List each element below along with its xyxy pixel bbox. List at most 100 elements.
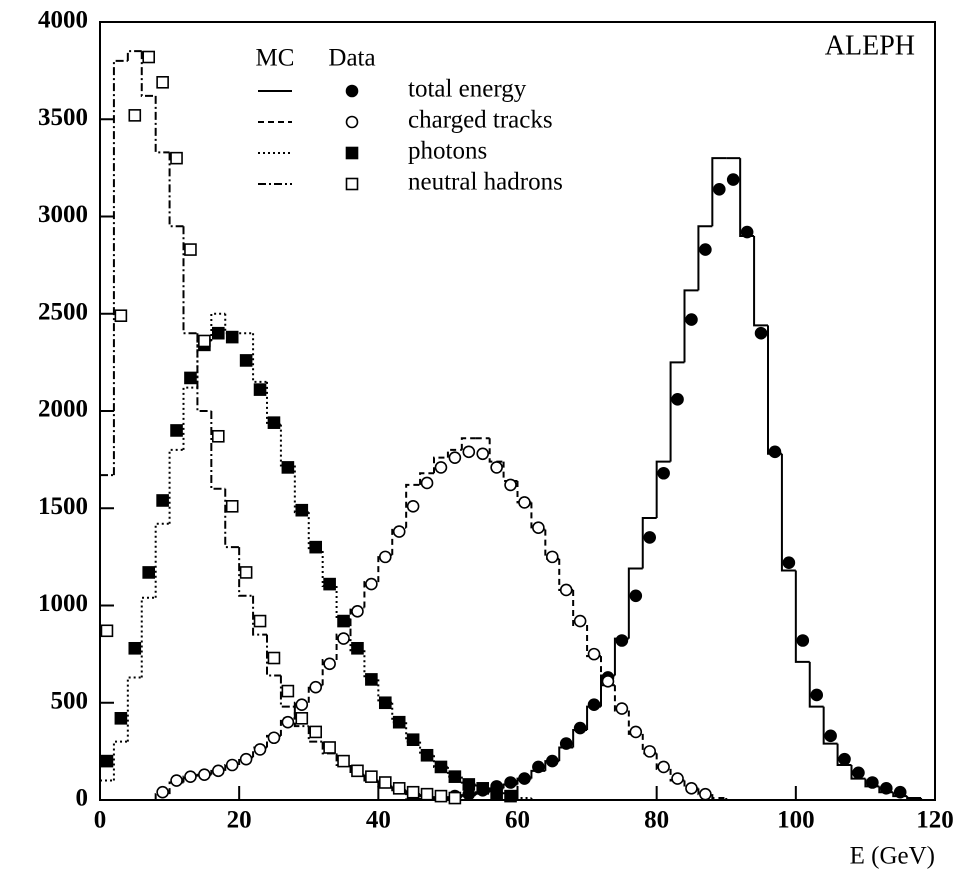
data-point xyxy=(211,764,225,778)
data-point xyxy=(142,566,156,579)
mc-histogram-step xyxy=(238,756,254,765)
legend-label: photons xyxy=(408,138,487,165)
data-point xyxy=(184,243,197,256)
data-point xyxy=(852,766,865,780)
mc-histogram-step xyxy=(112,59,128,476)
data-point xyxy=(824,729,837,743)
data-point xyxy=(100,754,114,768)
data-point xyxy=(142,50,156,64)
data-point xyxy=(211,326,225,340)
data-point xyxy=(267,651,281,665)
mc-histogram-step xyxy=(711,157,727,227)
data-point xyxy=(643,531,657,544)
data-point xyxy=(365,770,378,783)
data-point xyxy=(754,326,768,340)
mc-histogram-step xyxy=(279,424,295,467)
data-point xyxy=(239,752,253,766)
data-point xyxy=(309,725,323,739)
y-tick-label: 3500 xyxy=(38,104,88,131)
data-point xyxy=(587,647,601,661)
data-point xyxy=(128,109,142,122)
data-point xyxy=(337,754,350,768)
data-point xyxy=(782,556,796,570)
mc-histogram-step xyxy=(252,746,267,758)
legend-label: charged tracks xyxy=(408,107,553,134)
mc-histogram-step xyxy=(460,437,476,450)
data-point xyxy=(838,752,851,766)
mc-histogram-step xyxy=(168,152,184,228)
mc-histogram-step xyxy=(279,717,295,736)
y-tick-label: 1500 xyxy=(38,493,88,520)
data-point xyxy=(337,614,350,628)
mc-histogram-step xyxy=(154,95,170,154)
data-point xyxy=(392,782,406,795)
mc-histogram-step xyxy=(433,456,448,474)
mc-histogram-step xyxy=(196,333,212,412)
data-point xyxy=(671,772,684,785)
legend-header: Data xyxy=(328,45,375,72)
data-point xyxy=(712,182,726,196)
mc-histogram-step xyxy=(655,460,671,518)
data-point xyxy=(184,770,197,783)
mc-histogram-step xyxy=(405,722,421,743)
data-point xyxy=(295,503,309,517)
mc-histogram-step xyxy=(168,448,184,524)
data-point xyxy=(532,521,545,535)
x-tick-label: 0 xyxy=(94,807,107,834)
data-point xyxy=(740,225,754,239)
data-point xyxy=(198,334,211,348)
data-point xyxy=(545,550,559,564)
y-tick-label: 2500 xyxy=(38,298,88,325)
mc-histogram-step xyxy=(419,472,434,485)
mc-histogram-step xyxy=(906,796,922,800)
data-point xyxy=(309,540,323,554)
data-point xyxy=(879,782,893,795)
x-tick-label: 60 xyxy=(505,807,530,834)
data-point xyxy=(184,371,197,385)
data-point xyxy=(351,641,364,655)
mc-histogram-step xyxy=(516,796,532,800)
mc-histogram-step xyxy=(753,235,768,327)
data-point xyxy=(448,791,462,805)
mc-histogram-step xyxy=(697,225,713,291)
mc-histogram-step xyxy=(363,774,379,782)
mc-histogram-step xyxy=(405,790,421,796)
mc-histogram-step xyxy=(474,784,490,790)
mc-histogram-step xyxy=(405,483,421,528)
data-point xyxy=(685,782,698,795)
x-tick-label: 40 xyxy=(366,807,391,834)
data-point xyxy=(448,451,462,464)
data-point xyxy=(810,688,824,702)
data-point xyxy=(378,550,392,564)
data-point xyxy=(615,702,629,715)
mc-histogram-step xyxy=(210,411,226,490)
data-point xyxy=(476,782,490,795)
data-point xyxy=(420,787,434,801)
data-point xyxy=(490,461,503,474)
data-point xyxy=(378,776,392,789)
legend-marker xyxy=(345,115,359,129)
mc-histogram-step xyxy=(252,333,267,383)
mc-histogram-step xyxy=(140,51,156,97)
data-point xyxy=(532,760,545,774)
data-point xyxy=(657,760,670,774)
data-point xyxy=(420,748,434,762)
data-point xyxy=(295,698,309,711)
data-point xyxy=(448,770,462,783)
mc-histogram-step xyxy=(711,794,727,800)
data-point xyxy=(699,787,712,801)
data-point xyxy=(504,478,517,492)
mc-histogram-step xyxy=(460,799,476,801)
data-point xyxy=(462,778,476,791)
data-point xyxy=(601,675,615,688)
legend-marker xyxy=(345,177,359,191)
data-point xyxy=(323,577,336,591)
data-point xyxy=(587,698,601,711)
y-tick-label: 2000 xyxy=(38,396,88,423)
mc-histogram-step xyxy=(112,740,128,781)
data-point xyxy=(323,657,336,671)
data-point xyxy=(378,696,392,710)
legend-marker xyxy=(345,84,359,98)
data-point xyxy=(392,715,406,729)
data-point xyxy=(365,577,378,591)
